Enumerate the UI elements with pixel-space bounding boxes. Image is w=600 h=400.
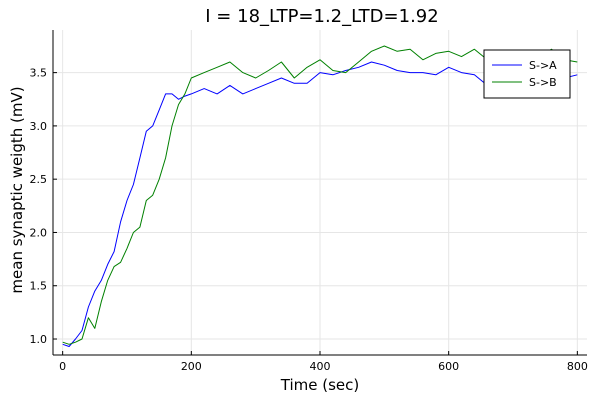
axes [52,30,587,356]
series-line-1 [62,45,578,345]
x-tick-label-1: 200 [181,360,202,373]
tick-labels: 0 200 400 600 800 1.0 1.5 2.0 2.5 3.0 3.5 [30,67,588,373]
chart-title: I = 18_LTP=1.2_LTD=1.92 [205,6,438,27]
y-tick-label-1: 1.5 [30,280,48,293]
legend-label-1: S->B [529,76,557,89]
series-line-0 [62,61,578,347]
y-axis-label: mean synaptic weigth (mV) [8,86,26,293]
x-tick-label-2: 400 [310,360,331,373]
x-tick-label-4: 800 [567,360,588,373]
legend-label-0: S->A [529,59,557,72]
legend-box [483,49,571,99]
y-tick-label-0: 1.0 [30,333,48,346]
series-lines [62,45,578,347]
x-tick-label-3: 600 [438,360,459,373]
x-axis-label: Time (sec) [280,376,359,394]
y-tick-label-5: 3.5 [30,67,48,80]
y-tick-label-3: 2.5 [30,173,48,186]
legend: S->A S->B [483,49,571,99]
y-tick-label-2: 2.0 [30,226,48,239]
x-tick-label-0: 0 [59,360,66,373]
y-tick-label-4: 3.0 [30,120,48,133]
grid [53,30,587,355]
